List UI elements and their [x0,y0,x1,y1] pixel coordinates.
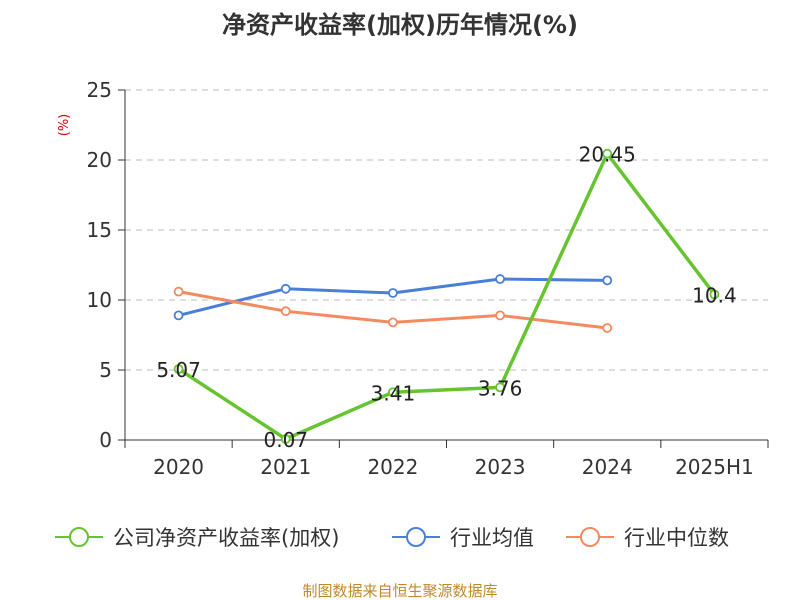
data-point [388,317,398,328]
y-tick-label: 20 [87,148,112,172]
data-point [495,310,505,321]
legend-label: 行业均值 [450,526,534,550]
y-tick-label: 25 [87,78,112,102]
data-point [173,310,184,321]
x-tick-label: 2020 [153,455,204,479]
data-point [495,382,505,393]
data-point [602,323,613,333]
y-tick-label: 10 [87,288,112,312]
data-point [495,274,505,284]
x-tick-label: 2022 [367,455,418,479]
data-point [280,434,291,444]
x-tick-label: 2021 [260,455,311,479]
legend-label: 公司净资产收益率(加权) [113,526,339,550]
y-tick-label: 15 [87,218,112,242]
legend-marker [69,527,89,547]
x-tick-label: 2025H1 [675,455,754,479]
legend-label: 行业中位数 [624,526,729,550]
y-tick-label: 0 [99,428,112,452]
data-point [280,306,291,317]
gridlines [125,89,768,371]
data-point [602,275,613,286]
data-point [280,283,291,294]
data-point [173,364,184,374]
axes: 0 5 10 15 20 25 2020 2021 2022 2023 2024 2025H1 [87,78,769,479]
data-point [709,289,720,300]
source-note: 制图数据来自恒生聚源数据库 [302,582,497,600]
chart-title: 净资产收益率(加权)历年情况(%) [222,11,578,39]
data-point [173,286,184,297]
x-tick-label: 2023 [475,455,526,479]
data-label: 3.76 [478,376,523,400]
x-tick-label: 2024 [582,455,633,479]
legend: 公司净资产收益率(加权) 行业均值 行业中位数 [55,526,729,550]
data-point [388,387,398,398]
data-label: 20.45 [579,143,636,167]
data-point [602,148,613,159]
y-axis-unit-label: (%) [57,114,72,137]
series-line-0 [176,151,717,441]
series-lines [173,148,720,444]
data-labels: 5.07 0.07 3.41 3.76 20.45 10.4 [156,143,736,452]
y-tick-label: 5 [99,358,112,382]
data-label: 0.07 [263,428,308,452]
data-label: 10.4 [692,283,737,307]
legend-marker [580,527,600,547]
data-label: 3.41 [371,381,416,405]
legend-marker [406,527,426,547]
data-point [388,288,398,298]
data-label: 5.07 [156,358,201,382]
